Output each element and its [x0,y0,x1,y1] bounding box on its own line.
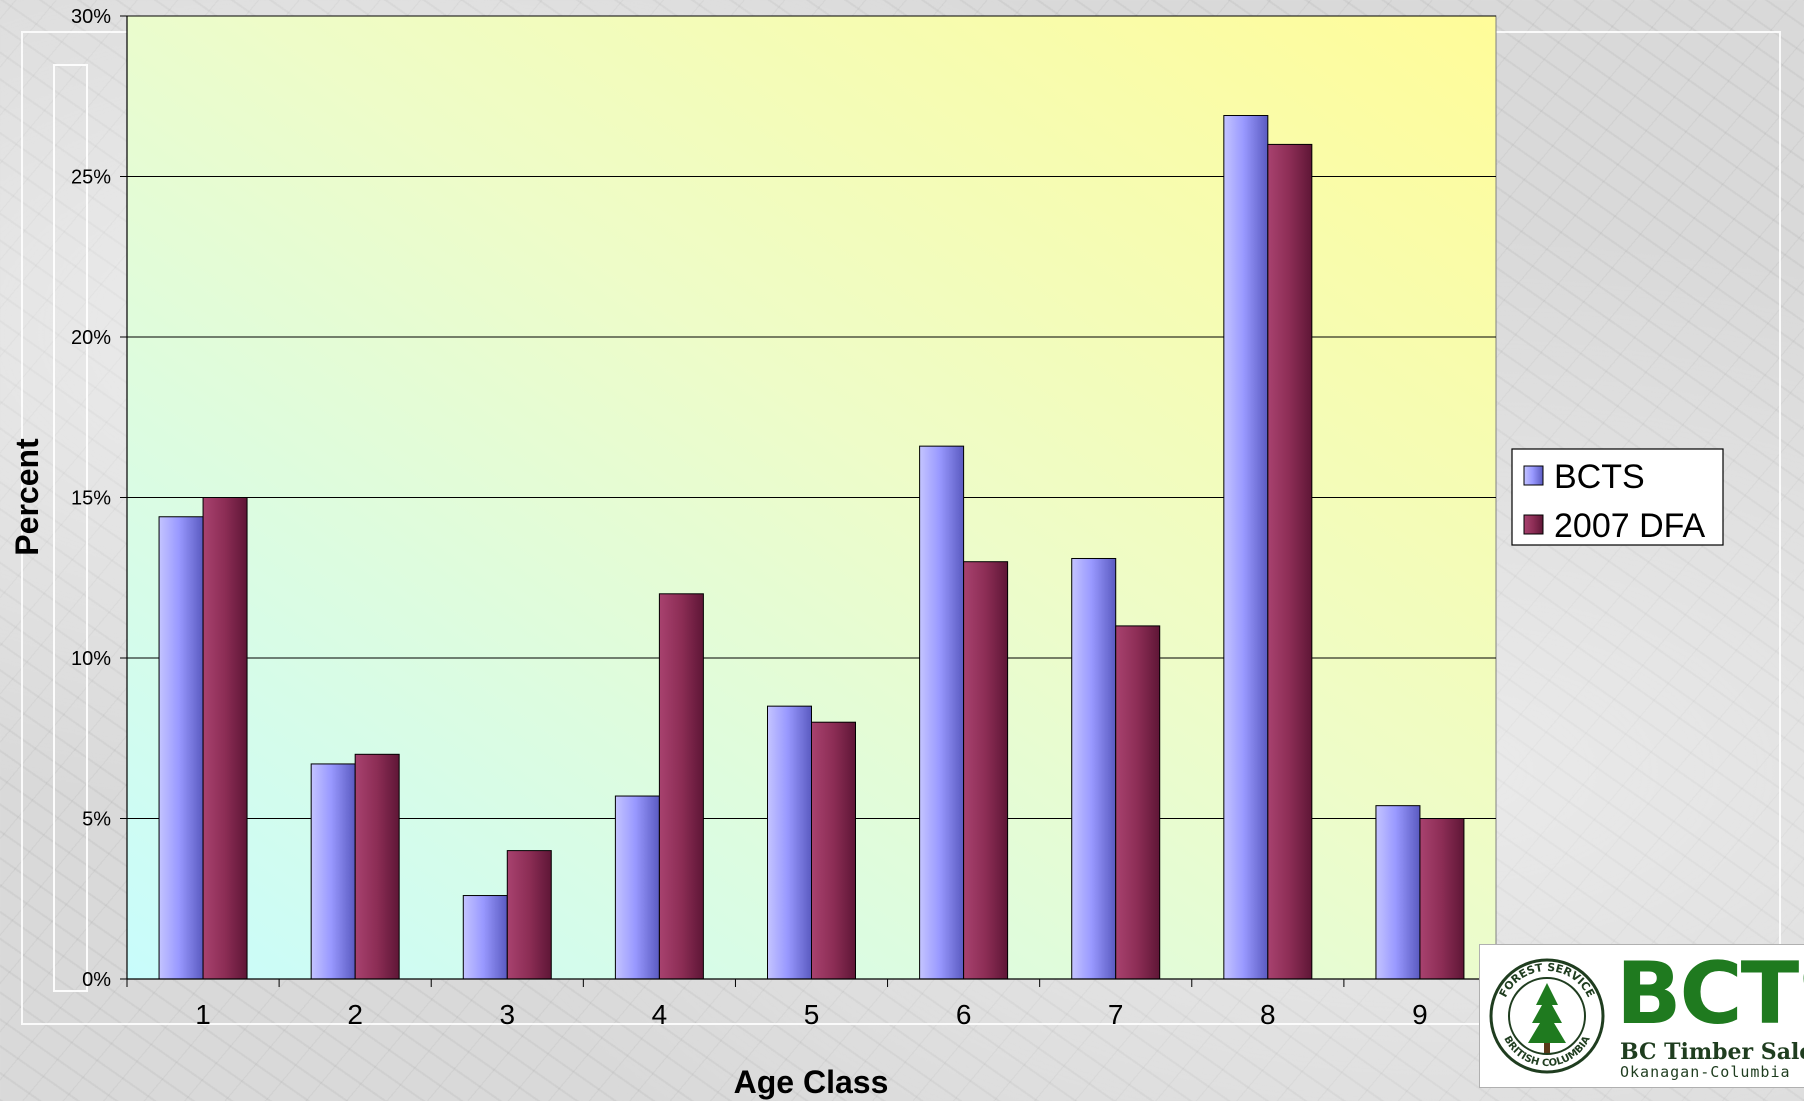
y-tick-label: 0% [82,969,111,991]
x-category-label: 2 [347,999,363,1030]
y-axis-title: Percent [9,438,45,556]
bar-2007-dfa-4 [658,593,704,980]
y-tick-label: 5% [82,809,111,831]
bar-2007-dfa-1 [202,497,248,980]
bar-bcts-1 [158,516,204,980]
legend: BCTS 2007 DFA [1511,448,1724,546]
bar-bcts-8 [1223,115,1269,980]
logo-subtitle: BC Timber Sales [1620,1039,1804,1065]
bar-2007-dfa-9 [1419,818,1465,980]
bar-2007-dfa-7 [1115,625,1161,980]
x-category-label: 4 [652,999,668,1030]
x-category-label: 8 [1260,999,1276,1030]
bar-bcts-2 [310,763,356,980]
forest-service-seal-icon: FOREST SERVICE BRITISH COLUMBIA [1489,958,1605,1074]
bar-2007-dfa-6 [963,561,1009,980]
legend-box [1511,448,1724,546]
bar-bcts-3 [462,895,508,980]
x-category-label: 3 [499,999,515,1030]
bcts-logo: FOREST SERVICE BRITISH COLUMBIA BCTS BC … [1479,944,1804,1088]
y-tick-label: 10% [71,648,111,670]
x-category-label: 6 [956,999,972,1030]
x-category-label: 9 [1412,999,1428,1030]
legend-swatch-bcts [1523,465,1544,486]
legend-swatch-2007-dfa [1523,514,1544,535]
bars [158,115,1465,980]
x-category-label: 5 [804,999,820,1030]
axes [120,15,1497,987]
bar-bcts-4 [614,795,660,980]
y-tick-labels: 0% 5% 10% 15% 20% 25% 30% [71,6,111,991]
bar-2007-dfa-5 [811,721,856,980]
logo-region: Okanagan-Columbia [1620,1063,1791,1081]
bar-bcts-5 [767,705,812,980]
bar-2007-dfa-3 [506,850,552,980]
y-tick-label: 30% [71,6,111,28]
legend-label-bcts: BCTS [1554,458,1645,496]
y-tick-label: 25% [71,167,111,189]
y-tick-label: 20% [71,327,111,349]
legend-label-2007-dfa: 2007 DFA [1554,507,1706,545]
x-category-label: 1 [195,999,211,1030]
x-category-labels: 1 2 3 4 5 6 7 8 9 [195,999,1427,1030]
bar-2007-dfa-8 [1267,143,1313,980]
y-tick-label: 15% [71,488,111,510]
x-axis-title: Age Class [734,1064,889,1100]
logo-brand-text: BCTS [1616,944,1804,1044]
x-category-label: 7 [1108,999,1124,1030]
bar-2007-dfa-2 [354,753,400,980]
bar-bcts-7 [1071,557,1117,980]
bar-bcts-6 [919,445,965,980]
bar-bcts-9 [1375,805,1421,980]
axis-frame-left [53,64,88,992]
